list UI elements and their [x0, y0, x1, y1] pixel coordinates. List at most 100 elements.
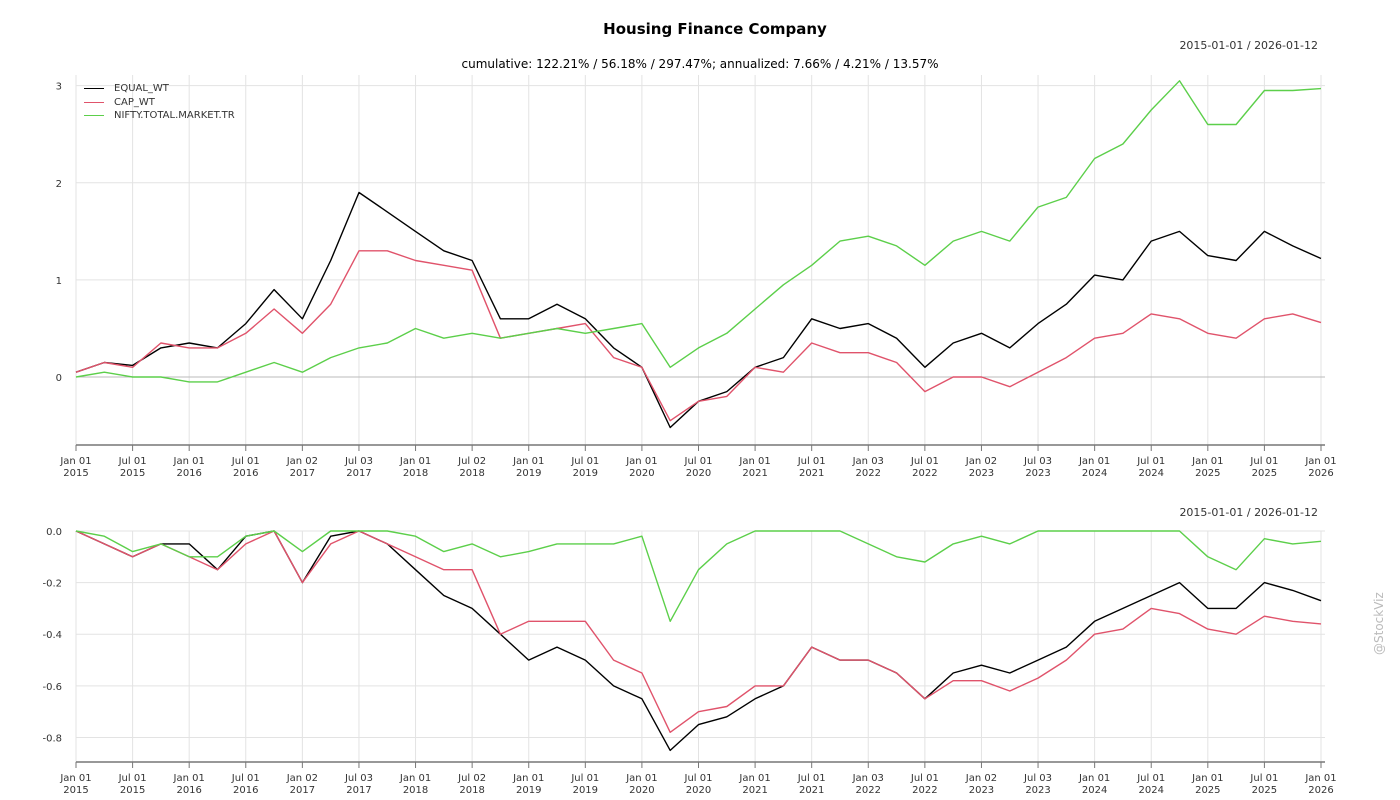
x-tick-label: 2024: [1082, 785, 1107, 796]
y-tick-label: -0.4: [42, 630, 62, 641]
x-tick-label: Jul 01: [1136, 456, 1165, 467]
x-tick-label: Jul 01: [231, 773, 260, 784]
legend: EQUAL_WT CAP_WT NIFTY.TOTAL.MARKET.TR: [84, 82, 235, 123]
x-tick-label: 2018: [403, 468, 428, 479]
legend-item-equal-wt: EQUAL_WT: [84, 82, 235, 96]
x-tick-label: Jan 01: [399, 456, 431, 467]
x-tick-label: Jul 01: [797, 773, 826, 784]
x-tick-label: 2026: [1308, 468, 1333, 479]
x-tick-label: Jul 01: [570, 456, 599, 467]
x-tick-label: Jul 01: [910, 456, 939, 467]
drawdown-series-cap-wt: [75, 530, 1322, 733]
x-tick-label: Jul 01: [118, 773, 147, 784]
x-tick-label: 2020: [686, 468, 711, 479]
x-tick-label: 2019: [516, 468, 541, 479]
x-tick-label: Jan 02: [286, 456, 318, 467]
x-tick-label: 2018: [459, 468, 484, 479]
x-tick-label: Jul 01: [1136, 773, 1165, 784]
x-tick-label: 2019: [573, 468, 598, 479]
x-tick-label: Jul 01: [910, 773, 939, 784]
x-tick-label: Jan 01: [59, 456, 91, 467]
x-tick-label: Jul 01: [570, 773, 599, 784]
x-tick-label: 2022: [912, 785, 937, 796]
y-tick-label: 0.0: [46, 527, 62, 538]
y-tick-label: -0.2: [42, 579, 62, 590]
x-tick-label: Jan 01: [173, 456, 205, 467]
x-tick-label: 2018: [403, 785, 428, 796]
x-tick-label: 2022: [912, 468, 937, 479]
x-tick-label: 2024: [1139, 468, 1164, 479]
x-tick-label: Jul 03: [344, 773, 373, 784]
date-range-top: 2015-01-01 / 2026-01-12: [1179, 39, 1318, 52]
top-series-nifty-total-market-tr: [75, 80, 1322, 383]
top-series-cap-wt: [75, 250, 1322, 422]
x-tick-label: Jan 01: [738, 456, 770, 467]
x-tick-label: Jan 01: [173, 773, 205, 784]
x-tick-label: 2021: [742, 468, 767, 479]
x-tick-label: Jan 02: [965, 773, 997, 784]
legend-label: NIFTY.TOTAL.MARKET.TR: [114, 110, 235, 122]
x-tick-label: 2024: [1139, 785, 1164, 796]
x-tick-label: 2023: [1025, 785, 1050, 796]
x-tick-label: 2020: [629, 468, 654, 479]
x-tick-label: Jan 01: [1304, 773, 1336, 784]
drawdown-series-nifty-total-market-tr: [75, 530, 1322, 622]
x-tick-label: Jan 01: [512, 456, 544, 467]
x-tick-label: 2016: [233, 468, 258, 479]
x-tick-label: 2026: [1308, 785, 1333, 796]
x-tick-label: 2019: [573, 785, 598, 796]
date-range-bottom: 2015-01-01 / 2026-01-12: [1179, 506, 1318, 519]
legend-label: CAP_WT: [114, 96, 155, 108]
x-tick-label: 2016: [176, 468, 201, 479]
x-tick-label: Jul 01: [684, 456, 713, 467]
x-tick-label: 2023: [1025, 468, 1050, 479]
x-tick-label: 2025: [1195, 785, 1220, 796]
x-tick-label: 2022: [856, 468, 881, 479]
x-tick-label: Jan 02: [965, 456, 997, 467]
x-tick-label: 2020: [686, 785, 711, 796]
x-tick-label: 2022: [856, 785, 881, 796]
x-tick-label: Jan 01: [738, 773, 770, 784]
x-tick-label: Jan 01: [1191, 773, 1223, 784]
x-tick-label: 2015: [120, 468, 145, 479]
x-tick-label: 2017: [290, 785, 315, 796]
x-tick-label: Jan 03: [852, 773, 884, 784]
x-tick-label: 2020: [629, 785, 654, 796]
x-tick-label: Jul 03: [344, 456, 373, 467]
x-tick-label: Jul 01: [1249, 456, 1278, 467]
x-tick-label: Jul 03: [1023, 456, 1052, 467]
x-tick-label: Jul 01: [231, 456, 260, 467]
y-tick-label: 3: [56, 82, 62, 93]
x-tick-label: Jul 03: [1023, 773, 1052, 784]
x-tick-label: Jan 03: [852, 456, 884, 467]
x-tick-label: Jan 01: [399, 773, 431, 784]
x-tick-label: Jul 02: [457, 456, 486, 467]
y-tick-label: 1: [56, 276, 62, 287]
x-tick-label: Jan 01: [625, 773, 657, 784]
x-tick-label: Jul 01: [1249, 773, 1278, 784]
x-tick-label: 2023: [969, 785, 994, 796]
x-tick-label: Jan 01: [1078, 773, 1110, 784]
x-tick-label: 2015: [63, 785, 88, 796]
x-tick-label: Jan 02: [286, 773, 318, 784]
x-tick-label: 2017: [346, 785, 371, 796]
x-tick-label: Jul 01: [797, 456, 826, 467]
x-tick-label: 2021: [742, 785, 767, 796]
x-tick-label: 2019: [516, 785, 541, 796]
y-tick-label: 0: [56, 373, 62, 384]
x-tick-label: 2025: [1252, 468, 1277, 479]
x-tick-label: 2024: [1082, 468, 1107, 479]
x-tick-label: 2017: [346, 468, 371, 479]
y-tick-label: -0.6: [42, 682, 62, 693]
x-tick-label: 2016: [176, 785, 201, 796]
legend-item-cap-wt: CAP_WT: [84, 96, 235, 110]
legend-label: EQUAL_WT: [114, 83, 169, 95]
x-tick-label: Jan 01: [59, 773, 91, 784]
x-tick-label: Jan 01: [1191, 456, 1223, 467]
x-tick-label: Jan 01: [512, 773, 544, 784]
x-tick-label: 2015: [120, 785, 145, 796]
y-tick-label: -0.8: [42, 733, 62, 744]
